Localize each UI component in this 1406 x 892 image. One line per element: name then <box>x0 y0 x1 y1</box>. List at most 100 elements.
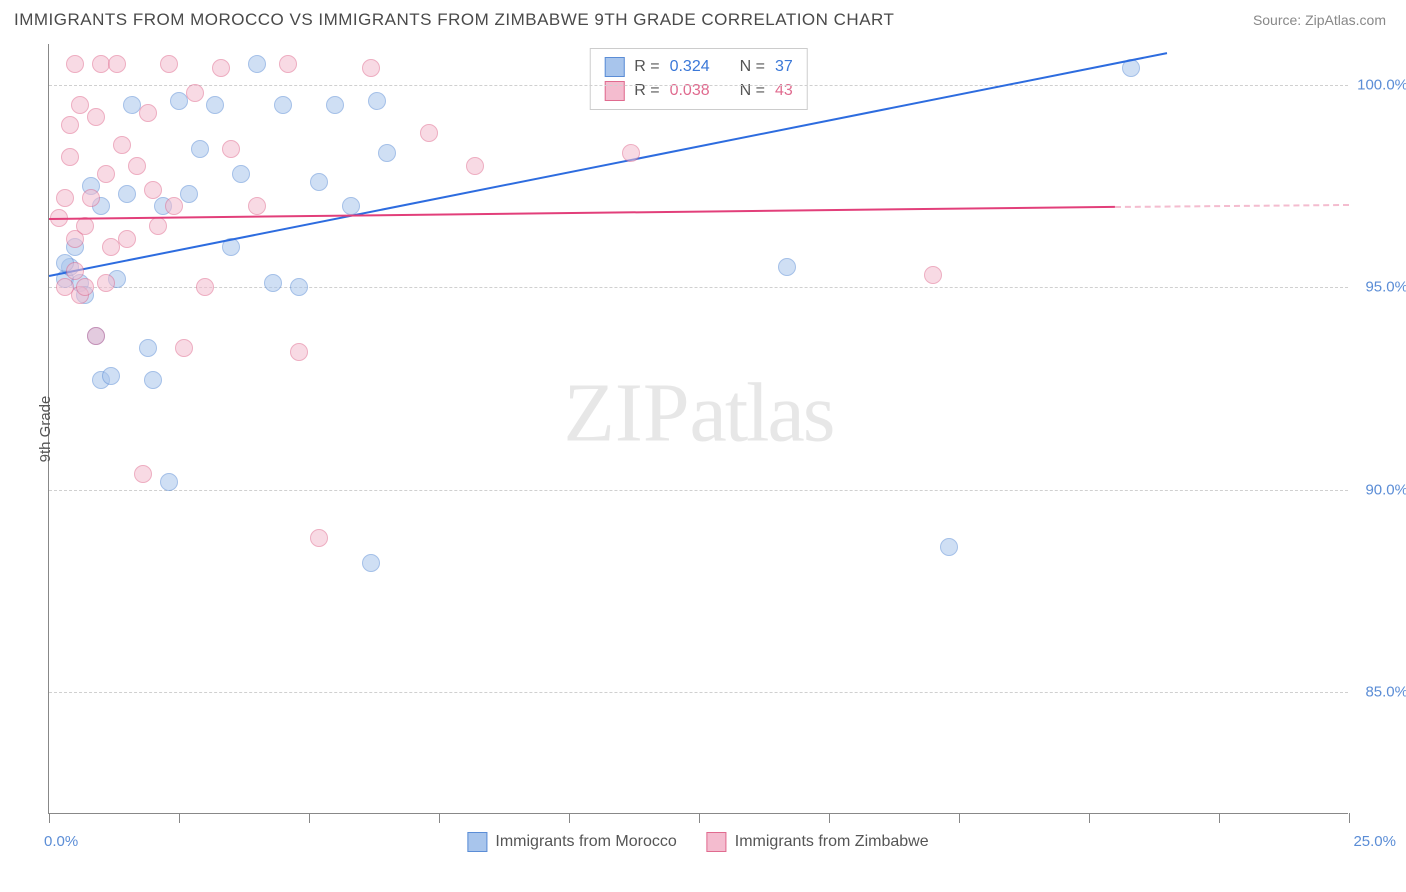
x-axis-start-label: 0.0% <box>44 833 78 850</box>
data-point <box>196 278 214 296</box>
legend-bottom: Immigrants from Morocco Immigrants from … <box>467 832 928 852</box>
data-point <box>274 96 292 114</box>
data-point <box>144 181 162 199</box>
n-value-morocco: 37 <box>775 58 793 76</box>
data-point <box>778 258 796 276</box>
data-point <box>97 165 115 183</box>
watermark: ZIPatlas <box>564 365 834 462</box>
x-tick <box>959 813 960 823</box>
data-point <box>76 278 94 296</box>
data-point <box>66 262 84 280</box>
data-point <box>368 92 386 110</box>
data-point <box>222 140 240 158</box>
x-tick <box>1349 813 1350 823</box>
chart-title: IMMIGRANTS FROM MOROCCO VS IMMIGRANTS FR… <box>14 10 894 30</box>
data-point <box>248 197 266 215</box>
x-tick <box>49 813 50 823</box>
data-point <box>113 136 131 154</box>
data-point <box>118 230 136 248</box>
data-point <box>310 529 328 547</box>
legend-item-zimbabwe: Immigrants from Zimbabwe <box>707 832 929 852</box>
x-tick <box>1219 813 1220 823</box>
data-point <box>206 96 224 114</box>
r-label: R = <box>634 58 659 76</box>
swatch-morocco <box>604 57 624 77</box>
legend-item-morocco: Immigrants from Morocco <box>467 832 676 852</box>
data-point <box>279 55 297 73</box>
x-tick <box>309 813 310 823</box>
chart-source: Source: ZipAtlas.com <box>1253 12 1386 28</box>
data-point <box>466 157 484 175</box>
data-point <box>118 185 136 203</box>
y-tick-label: 85.0% <box>1365 684 1406 701</box>
data-point <box>102 367 120 385</box>
data-point <box>97 274 115 292</box>
data-point <box>378 144 396 162</box>
plot-area: ZIPatlas R = 0.324 N = 37 R = 0.038 N = … <box>48 44 1348 814</box>
data-point <box>420 124 438 142</box>
legend-correlation-box: R = 0.324 N = 37 R = 0.038 N = 43 <box>589 48 808 110</box>
x-axis-end-label: 25.0% <box>1353 833 1396 850</box>
data-point <box>144 371 162 389</box>
data-point <box>326 96 344 114</box>
data-point <box>622 144 640 162</box>
data-point <box>232 165 250 183</box>
data-point <box>56 189 74 207</box>
y-tick-label: 90.0% <box>1365 481 1406 498</box>
data-point <box>940 538 958 556</box>
data-point <box>87 327 105 345</box>
chart-container: ZIPatlas R = 0.324 N = 37 R = 0.038 N = … <box>48 44 1348 814</box>
data-point <box>66 55 84 73</box>
y-axis-title: 9th Grade <box>37 396 54 463</box>
data-point <box>128 157 146 175</box>
r-value-morocco: 0.324 <box>670 58 710 76</box>
legend-row-zimbabwe: R = 0.038 N = 43 <box>604 79 793 103</box>
data-point <box>160 55 178 73</box>
x-tick <box>829 813 830 823</box>
x-tick <box>1089 813 1090 823</box>
x-tick <box>569 813 570 823</box>
y-tick-label: 95.0% <box>1365 279 1406 296</box>
grid-line <box>49 85 1348 86</box>
data-point <box>82 189 100 207</box>
data-point <box>264 274 282 292</box>
data-point <box>160 473 178 491</box>
swatch-morocco-bottom <box>467 832 487 852</box>
data-point <box>342 197 360 215</box>
chart-header: IMMIGRANTS FROM MOROCCO VS IMMIGRANTS FR… <box>0 0 1406 36</box>
data-point <box>71 96 89 114</box>
x-tick <box>439 813 440 823</box>
data-point <box>212 59 230 77</box>
data-point <box>310 173 328 191</box>
legend-label-morocco: Immigrants from Morocco <box>495 833 676 851</box>
grid-line <box>49 490 1348 491</box>
data-point <box>165 197 183 215</box>
data-point <box>180 185 198 203</box>
swatch-zimbabwe-bottom <box>707 832 727 852</box>
watermark-bold: ZIP <box>564 367 690 460</box>
x-tick <box>179 813 180 823</box>
data-point <box>149 217 167 235</box>
trend-line-dashed <box>1115 204 1349 208</box>
legend-label-zimbabwe: Immigrants from Zimbabwe <box>735 833 929 851</box>
n-label: N = <box>740 58 765 76</box>
x-tick <box>699 813 700 823</box>
data-point <box>139 104 157 122</box>
legend-row-morocco: R = 0.324 N = 37 <box>604 55 793 79</box>
data-point <box>924 266 942 284</box>
data-point <box>76 217 94 235</box>
watermark-light: atlas <box>690 367 834 460</box>
y-tick-label: 100.0% <box>1357 76 1406 93</box>
data-point <box>362 59 380 77</box>
grid-line <box>49 287 1348 288</box>
data-point <box>61 116 79 134</box>
data-point <box>175 339 193 357</box>
data-point <box>108 55 126 73</box>
data-point <box>362 554 380 572</box>
data-point <box>290 278 308 296</box>
data-point <box>186 84 204 102</box>
data-point <box>134 465 152 483</box>
data-point <box>87 108 105 126</box>
data-point <box>139 339 157 357</box>
data-point <box>248 55 266 73</box>
